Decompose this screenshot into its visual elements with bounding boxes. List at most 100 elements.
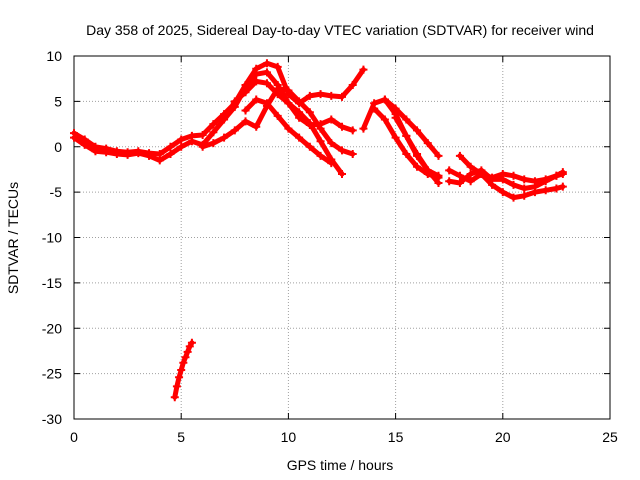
data-point (284, 99, 293, 108)
data-point (402, 115, 411, 124)
data-point (391, 104, 400, 113)
data-point (179, 358, 188, 367)
data-point (338, 92, 346, 101)
data-point (316, 151, 325, 160)
data-point (359, 65, 368, 74)
data-point (434, 179, 443, 188)
data-point (252, 122, 261, 131)
data-point (166, 142, 175, 151)
data-point (380, 95, 389, 104)
data-point (80, 140, 89, 149)
data-points (70, 59, 567, 402)
x-axis-label: GPS time / hours (287, 457, 394, 473)
data-point (209, 139, 218, 148)
data-point (391, 113, 400, 122)
data-point (209, 120, 218, 129)
data-point (177, 142, 186, 151)
data-point (455, 151, 464, 160)
data-point (466, 177, 475, 186)
series-track-8 (382, 97, 441, 159)
data-point (181, 353, 190, 362)
x-tick-label: 10 (281, 429, 297, 445)
data-point (402, 131, 411, 140)
x-tick-label: 5 (177, 429, 185, 445)
y-tick-label: 5 (54, 93, 62, 109)
data-point (413, 150, 422, 159)
data-point (327, 139, 336, 148)
data-point (305, 91, 314, 100)
y-tick-label: 0 (54, 139, 62, 155)
data-point (112, 150, 121, 159)
data-point (172, 382, 181, 391)
chart-title: Day 358 of 2025, Sidereal Day-to-day VTE… (86, 22, 594, 38)
y-tick-label: 10 (46, 48, 62, 64)
data-point (413, 162, 422, 171)
data-point (187, 137, 196, 146)
data-point (187, 338, 196, 347)
y-tick-label: -5 (50, 184, 63, 200)
data-point (305, 108, 314, 117)
data-point (230, 97, 239, 106)
data-point (241, 117, 250, 126)
data-point (509, 171, 518, 180)
data-point (252, 95, 261, 104)
data-point (252, 70, 261, 79)
data-point (295, 108, 304, 117)
data-point (552, 171, 561, 180)
data-point (145, 151, 154, 160)
data-point (498, 169, 507, 178)
data-point (445, 177, 454, 186)
data-point (316, 137, 325, 146)
data-point (552, 184, 561, 193)
data-point (327, 91, 336, 100)
data-point (380, 115, 389, 124)
data-point (488, 173, 497, 182)
data-point (423, 139, 432, 148)
data-point (327, 115, 336, 124)
data-point (220, 115, 229, 124)
data-point (520, 184, 529, 193)
data-point (338, 169, 346, 178)
data-point (262, 79, 271, 88)
data-point (434, 151, 443, 160)
data-point (166, 150, 175, 159)
data-point (198, 130, 207, 139)
data-point (413, 126, 422, 135)
data-point (262, 101, 271, 110)
data-point (273, 111, 282, 120)
data-point (155, 156, 164, 165)
data-point (558, 169, 567, 178)
data-point (509, 193, 518, 202)
data-point (530, 188, 539, 197)
data-point (183, 347, 192, 356)
data-point (70, 133, 78, 142)
data-point (91, 147, 100, 156)
data-point (262, 68, 271, 77)
data-point (295, 97, 304, 106)
data-point (220, 133, 229, 142)
data-point (102, 148, 111, 157)
data-point (477, 169, 486, 178)
data-point (273, 62, 282, 71)
y-axis-label: SDTVAR / TECUs (5, 182, 21, 294)
data-point (402, 150, 411, 159)
grid (74, 56, 610, 419)
data-point (520, 191, 529, 200)
data-point (252, 77, 261, 86)
data-point (541, 175, 550, 184)
data-point (488, 180, 497, 189)
y-tick-label: -20 (42, 320, 62, 336)
data-point (455, 171, 464, 180)
series-track-1 (71, 60, 366, 157)
data-point (455, 179, 464, 188)
data-point (316, 90, 325, 99)
x-tick-label: 15 (388, 429, 404, 445)
data-point (284, 86, 293, 95)
data-point (230, 126, 239, 135)
data-point (509, 180, 518, 189)
y-tick-label: -10 (42, 230, 62, 246)
data-point (177, 135, 186, 144)
data-point (423, 166, 432, 175)
data-point (170, 393, 179, 402)
